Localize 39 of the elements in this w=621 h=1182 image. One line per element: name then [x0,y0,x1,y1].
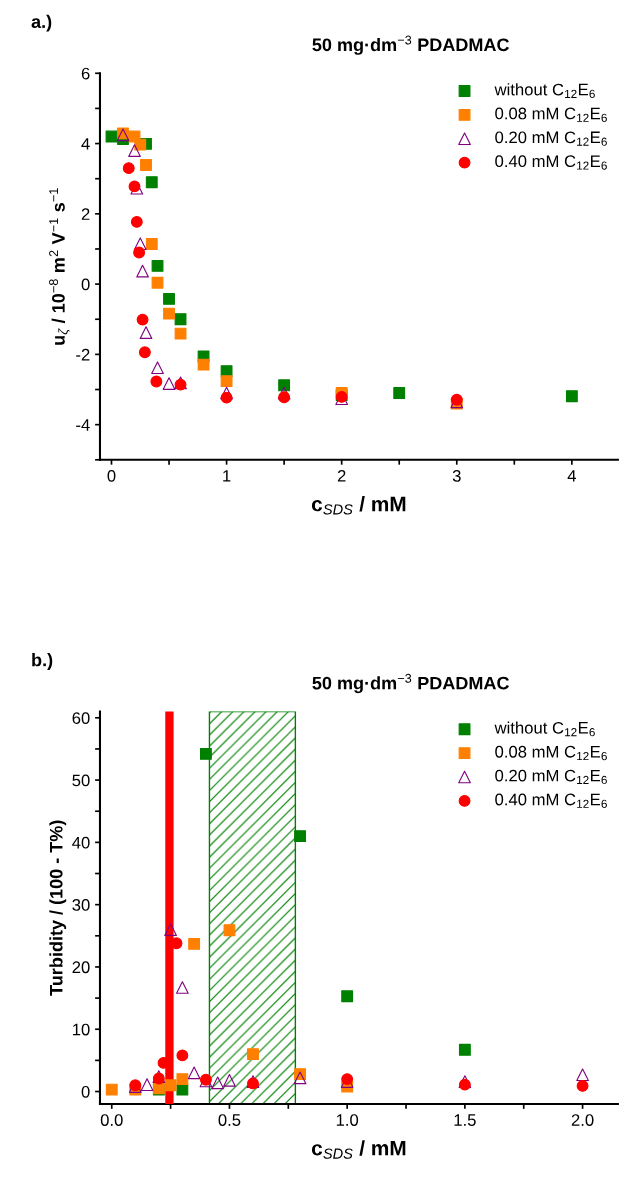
x-tick-label: 2 [337,469,346,482]
y-axis-title: Turbidity / (100 - T%) [49,820,67,996]
y-tick-label: 60 [72,712,90,724]
chart-title: 50 mg·dm$^{−3}$ PDADMAC [312,35,510,55]
text: a.) [31,14,52,32]
y-tick-label: 30 [72,899,90,911]
y-tick-label: 2 [81,208,90,220]
x-tick-label: 2.0 [571,1114,594,1126]
y-tick-label: 20 [72,961,90,974]
y-tick-label: 50 [72,774,90,787]
x-tick-label: 0.0 [100,1114,123,1126]
text: u$_{ζ}$ / 10$^{−8}$ m$^{2}$ V$^{−1}$ s$^{−1}$ [49,188,70,345]
y-tick-label: 6 [81,67,90,80]
legend-label: 0.20 mM C$_{12}$E$_{6}$ [495,769,607,785]
y-tick-label: 4 [81,138,90,150]
text: b.) [32,653,53,670]
legend-label: 0.20 mM C$_{12}$E$_{6}$ [495,131,607,146]
legend-label: 0.08 mM C$_{12}$E$_{6}$ [495,107,607,122]
y-tick-label: -4 [76,419,90,431]
x-tick-label: 1 [223,470,231,482]
legend-label: without C$_{12}$E$_{6}$ [494,83,595,99]
legend-label: 0.40 mM C$_{12}$E$_{6}$ [495,793,607,808]
y-tick-label: 40 [72,836,90,849]
x-axis-title: c$_{SDS}$ / mM [311,1140,406,1159]
x-tick-label: 1.0 [336,1114,359,1126]
x-tick-label: 0.5 [218,1114,241,1126]
legend-label: 0.08 mM C$_{12}$E$_{6}$ [495,745,607,761]
x-axis-title: c$_{SDS}$ / mM [311,496,406,515]
x-tick-label: 3 [452,469,461,482]
chart-title: 50 mg·dm$^{−3}$ PDADMAC [312,673,510,694]
legend-label: without C$_{12}$E$_{6}$ [494,721,595,737]
x-tick-label: 0 [107,469,116,482]
y-tick-label: 0 [81,278,90,291]
y-tick-label: 10 [72,1023,90,1036]
y-tick-label: -2 [76,348,90,361]
legend-label: 0.40 mM C$_{12}$E$_{6}$ [495,155,607,170]
y-tick-label: 0 [81,1085,90,1098]
x-tick-label: 4 [567,470,577,482]
x-tick-label: 1.5 [454,1114,476,1126]
